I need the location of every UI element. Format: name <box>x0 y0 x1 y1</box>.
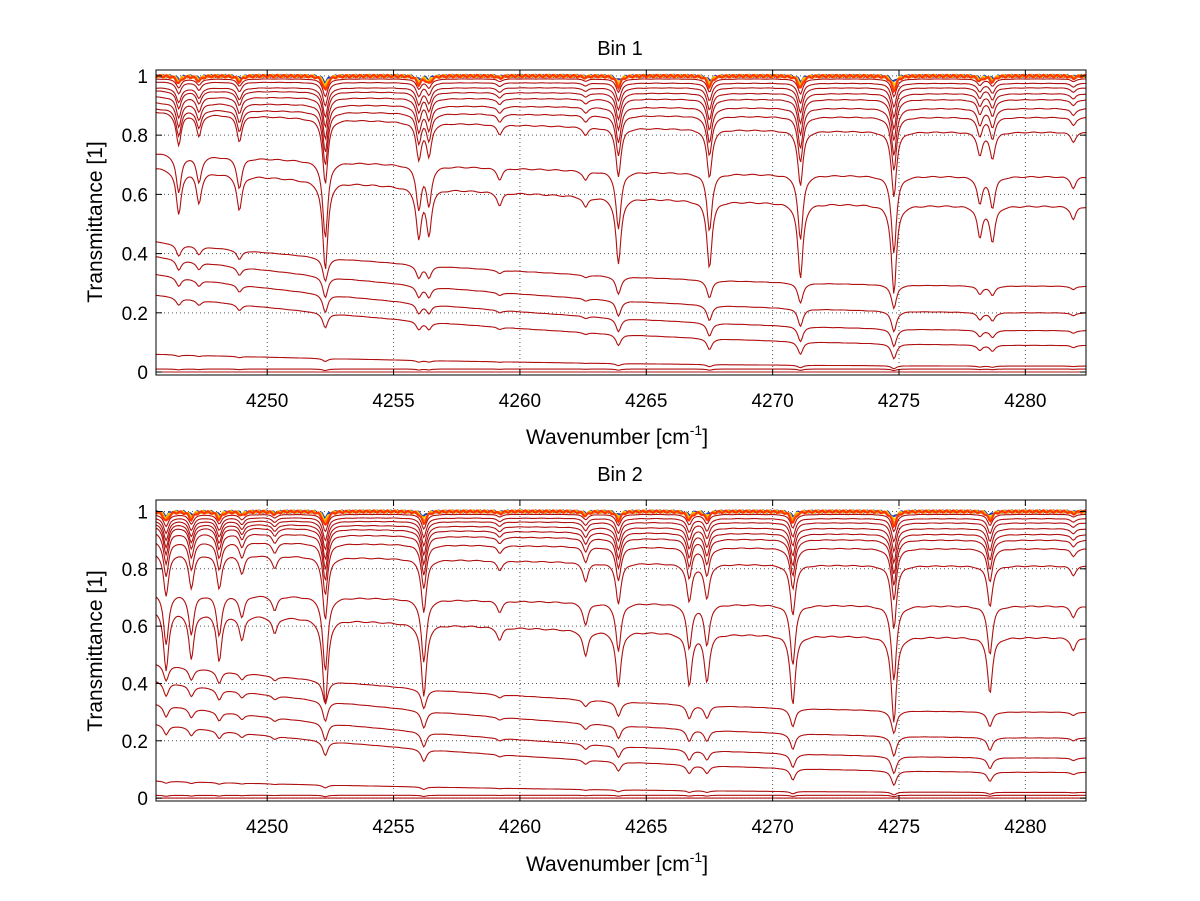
tick-group: 4250 4255 4260 4265 4270 4275 4280 0 0.2 0.4 0.6 0.… <box>122 500 1086 838</box>
y-tick-label: 1 <box>137 67 148 88</box>
y-tick-label: 0.8 <box>122 560 148 581</box>
x-tick-label: 4275 <box>878 391 920 412</box>
transmittance-series <box>155 614 1087 723</box>
x-tick-label: 4275 <box>878 817 920 838</box>
transmittance-series <box>155 294 1086 360</box>
y-tick-label: 0.8 <box>122 126 148 147</box>
y-axis-label: Transmittance [1] <box>84 570 107 731</box>
x-tick-label: 4255 <box>372 817 414 838</box>
transmittance-series <box>156 368 1086 372</box>
y-tick-label: 0.2 <box>122 732 148 753</box>
transmittance-series <box>155 664 1087 735</box>
transmittance-series <box>155 108 1087 171</box>
transmittance-series <box>155 78 1086 98</box>
transmittance-series <box>155 520 1086 554</box>
y-tick-label: 0 <box>137 789 148 810</box>
x-tick-label: 4270 <box>751 391 793 412</box>
transmittance-series <box>155 513 1086 533</box>
x-axis-label-sup: -1 <box>690 422 703 438</box>
x-tick-label: 4260 <box>499 817 541 838</box>
transmittance-series <box>156 81 1086 109</box>
transmittance-series <box>156 96 1087 141</box>
x-tick-label: 4280 <box>1004 817 1046 838</box>
data-series-group <box>155 73 1087 373</box>
y-tick-label: 0 <box>137 363 148 384</box>
chart-bin-1: Bin 1 4250 4255 4260 4265 4270 4275 4280 0 0.2 0.… <box>84 38 1087 449</box>
chart-bin-2: Bin 2 4250 4255 4260 4265 4270 4275 4280 0 0.2 0.… <box>84 464 1087 876</box>
transmittance-series <box>155 111 1087 198</box>
chart-title: Bin 1 <box>597 38 643 60</box>
data-series-group <box>155 509 1087 799</box>
x-axis-label: Wavenumber [cm-1] <box>526 849 708 876</box>
x-axis-label-sup: -1 <box>690 849 703 865</box>
transmittance-series <box>155 87 1086 120</box>
transmittance-series <box>155 524 1087 565</box>
x-axis-label-main: Wavenumber [cm <box>526 426 690 449</box>
chart-title: Bin 2 <box>597 464 643 486</box>
transmittance-series <box>155 353 1087 370</box>
transmittance-series <box>155 168 1087 294</box>
x-axis-label: Wavenumber [cm-1] <box>526 422 708 449</box>
transmittance-series <box>156 90 1087 131</box>
x-tick-label: 4270 <box>751 817 793 838</box>
transmittance-series <box>155 533 1087 586</box>
transmittance-series <box>155 555 1086 629</box>
x-axis-label-main: Wavenumber [cm <box>526 853 690 876</box>
x-tick-label: 4255 <box>372 391 414 412</box>
y-axis-label: Transmittance [1] <box>84 141 107 302</box>
transmittance-series <box>156 794 1086 798</box>
transmittance-series <box>155 241 1087 310</box>
x-tick-label: 4265 <box>625 391 667 412</box>
y-tick-label: 0.4 <box>122 245 149 266</box>
transmittance-series <box>155 780 1086 796</box>
x-axis-label-end: ] <box>702 853 708 876</box>
transmittance-series <box>155 517 1086 544</box>
axes-box <box>155 499 1087 802</box>
top-band-series <box>155 509 1087 529</box>
transmittance-series <box>155 527 1087 575</box>
y-tick-label: 1 <box>137 502 148 523</box>
x-axis-label-end: ] <box>702 426 708 449</box>
transmittance-series <box>155 256 1087 333</box>
y-tick-label: 0.4 <box>122 674 149 695</box>
y-tick-label: 0.2 <box>122 304 148 325</box>
top-band-series <box>155 73 1087 94</box>
axes-box <box>155 69 1087 376</box>
transmittance-series <box>155 704 1086 775</box>
y-tick-label: 0.6 <box>122 617 148 638</box>
x-tick-label: 4280 <box>1004 391 1046 412</box>
transmittance-series <box>155 153 1086 254</box>
x-tick-label: 4260 <box>499 391 541 412</box>
y-tick-label: 0.6 <box>122 185 148 206</box>
x-tick-label: 4250 <box>246 391 288 412</box>
transmittance-series <box>155 595 1087 681</box>
x-tick-label: 4250 <box>246 817 288 838</box>
tick-group: 4250 4255 4260 4265 4270 4275 4280 0 0.2 0.4 0.6 0.… <box>122 67 1086 412</box>
transmittance-series <box>155 542 1087 601</box>
transmittance-series <box>155 724 1086 787</box>
transmittance-series <box>155 273 1087 348</box>
transmittance-series <box>155 681 1086 758</box>
transmittance-series <box>155 102 1087 156</box>
x-tick-label: 4265 <box>625 817 667 838</box>
